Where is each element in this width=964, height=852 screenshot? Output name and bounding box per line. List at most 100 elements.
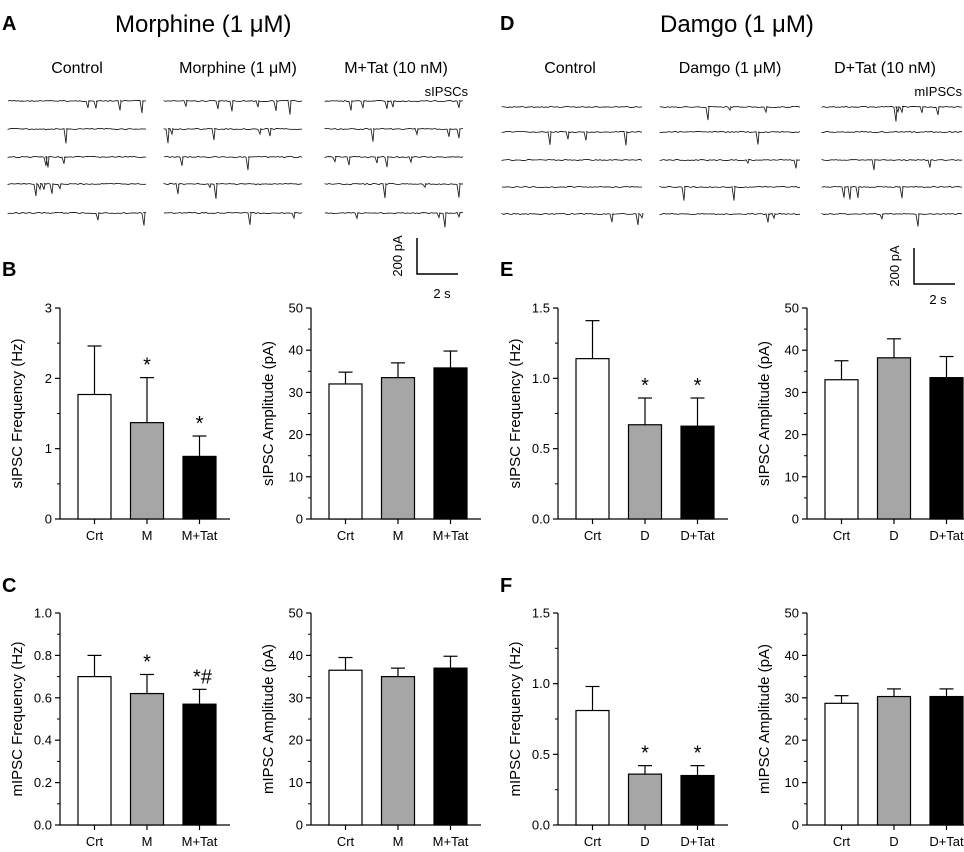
y-axis-label: sIPSC Frequency (Hz) (507, 338, 524, 488)
bar-m-tat (182, 455, 217, 520)
y-tick-label: 10 (289, 469, 303, 484)
bar-d-tat (929, 695, 964, 826)
y-axis-label: mIPSC Amplitude (pA) (756, 644, 773, 794)
bar-crt (328, 669, 363, 826)
x-tick-label: M+Tat (182, 834, 218, 849)
trace-line (163, 182, 303, 199)
y-axis-label: mIPSC Frequency (Hz) (9, 641, 26, 796)
chart-e2: 0 10 20 30 40 50 sIPSC Amplitude (pA) Crt D D+Tat (756, 301, 964, 543)
x-tick-label: Crt (86, 834, 104, 849)
title-morphine: Morphine (1 μM) (115, 11, 292, 38)
panel-letter-e: E (500, 259, 513, 281)
x-tick-label: M (393, 528, 404, 543)
chart-f2: 0 10 20 30 40 50 mIPSC Amplitude (pA) Crt D D+Tat (756, 606, 964, 849)
significance-mark: * (143, 355, 151, 377)
x-tick-label: D+Tat (680, 528, 715, 543)
x-tick-label: Crt (337, 528, 355, 543)
y-tick-label: 30 (785, 690, 799, 705)
scale-current-right: 200 pA (887, 245, 902, 287)
significance-mark: * (694, 375, 702, 397)
trace-tag-mipscs: mIPSCs (914, 84, 962, 99)
y-tick-label: 0 (792, 512, 799, 527)
bar-m (380, 377, 416, 520)
x-tick-label: M+Tat (433, 834, 469, 849)
bar-d (627, 424, 663, 520)
chart-e1: 0.0 0.5 1.0 1.5 sIPSC Frequency (Hz) Crt D * D+T… (507, 301, 728, 543)
y-tick-label: 10 (785, 469, 799, 484)
y-tick-label: 50 (289, 301, 303, 316)
y-axis-label: sIPSC Frequency (Hz) (9, 338, 26, 488)
panel-letter-f: F (500, 575, 512, 597)
y-tick-label: 20 (785, 427, 799, 442)
significance-mark: * (694, 743, 702, 765)
panel-letter-a: A (2, 13, 16, 35)
trace-line (324, 211, 464, 228)
y-tick-label: 30 (289, 385, 303, 400)
bar-d (876, 695, 912, 826)
trace-line (324, 127, 464, 142)
bar-crt (575, 709, 610, 826)
chart-c2: 0 10 20 30 40 50 mIPSC Amplitude (pA) Crt M M+Tat (260, 606, 481, 849)
trace-line (659, 130, 801, 145)
panel-letter-d: D (500, 13, 514, 35)
trace-line (659, 105, 801, 121)
scale-current-left: 200 pA (390, 235, 405, 277)
x-tick-label: Crt (584, 528, 602, 543)
x-tick-label: Crt (337, 834, 355, 849)
y-tick-label: 50 (785, 301, 799, 316)
trace-line (821, 105, 963, 122)
trace-line (501, 130, 643, 146)
trace-label-control-left: Control (51, 60, 103, 77)
y-tick-label: 50 (289, 606, 303, 621)
trace-line (821, 185, 963, 200)
trace-line (821, 158, 963, 171)
x-tick-label: D+Tat (929, 834, 964, 849)
y-tick-label: 40 (289, 648, 303, 663)
panel-letter-b: B (2, 259, 16, 281)
chart-f1: 0.0 0.5 1.0 1.5 mIPSC Frequency (Hz) Crt D * D+T… (507, 606, 728, 849)
x-tick-label: Crt (584, 834, 602, 849)
y-tick-label: 2 (45, 371, 52, 386)
trace-line (7, 155, 147, 168)
significance-mark: * (641, 743, 649, 765)
trace-line (324, 155, 464, 168)
bar-d-tat (929, 377, 964, 520)
y-tick-label: 20 (289, 427, 303, 442)
y-tick-label: 10 (289, 775, 303, 790)
significance-mark: * (641, 375, 649, 397)
y-tick-label: 0 (792, 818, 799, 833)
y-axis-label: mIPSC Amplitude (pA) (260, 644, 277, 794)
x-tick-label: M (142, 528, 153, 543)
significance-mark: * (143, 651, 151, 673)
x-tick-label: M+Tat (433, 528, 469, 543)
scale-time-left: 2 s (433, 286, 451, 301)
y-tick-label: 3 (45, 301, 52, 316)
trace-line (324, 99, 464, 111)
trace-line (821, 212, 963, 227)
y-tick-label: 1.0 (34, 606, 52, 621)
trace-line (7, 182, 147, 197)
trace-label-m-tat: M+Tat (10 nM) (344, 60, 448, 77)
y-tick-label: 30 (785, 385, 799, 400)
bar-m (380, 675, 416, 826)
x-tick-label: D (889, 528, 898, 543)
bar-m-tat (433, 667, 468, 826)
bar-charts: 0 1 2 3 sIPSC Frequency (Hz) Crt M * M+Tat * 0 10 20… (9, 301, 964, 849)
trace-line (501, 105, 643, 109)
bar-crt (328, 383, 363, 520)
y-axis-label: mIPSC Frequency (Hz) (507, 641, 524, 796)
x-tick-label: D (640, 528, 649, 543)
y-tick-label: 10 (785, 775, 799, 790)
trace-line (7, 127, 147, 144)
x-tick-label: D+Tat (929, 528, 964, 543)
trace-line (7, 211, 147, 226)
title-damgo: Damgo (1 μM) (660, 11, 814, 38)
trace-line (163, 127, 302, 144)
y-tick-label: 40 (785, 343, 799, 358)
y-tick-label: 0.4 (34, 733, 52, 748)
trace-line (501, 158, 643, 162)
y-tick-label: 0.0 (532, 512, 550, 527)
x-tick-label: Crt (86, 528, 104, 543)
x-tick-label: D+Tat (680, 834, 715, 849)
